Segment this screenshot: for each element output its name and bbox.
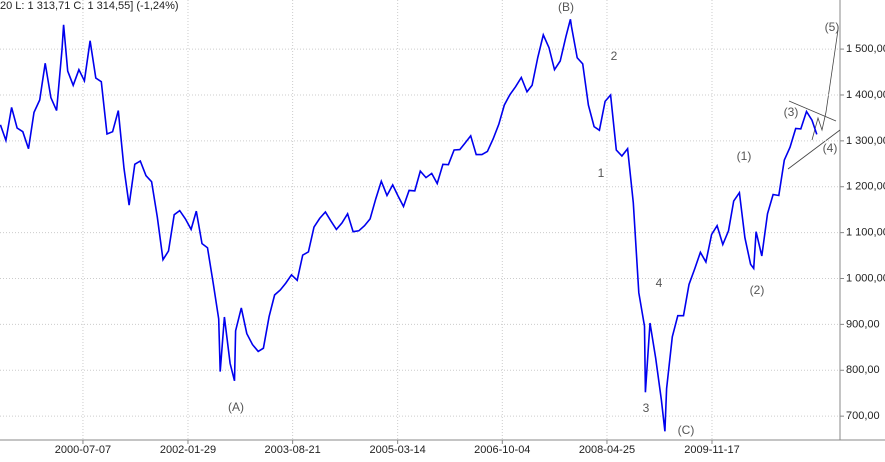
y-tick-label: 1 200,00 <box>846 181 885 193</box>
wave-label: 2 <box>611 49 618 63</box>
wave-projection <box>787 29 841 170</box>
x-tick-label: 2005-03-14 <box>370 444 426 456</box>
y-tick-label: 1 100,00 <box>846 227 885 239</box>
header: 20 L: 1 313,71 C: 1 314,55] (-1,24%) <box>0 0 179 12</box>
y-tick-label: 900,00 <box>846 318 880 330</box>
x-tick-label: 2009-11-17 <box>684 444 739 456</box>
y-tick-label: 800,00 <box>846 364 880 376</box>
wave-label: (C) <box>678 423 695 437</box>
y-tick-label: 1 400,00 <box>846 89 885 101</box>
wave-label: (3) <box>784 105 799 119</box>
x-tick-label: 2003-08-21 <box>264 444 320 456</box>
x-tick-label: 2000-07-07 <box>55 444 111 456</box>
x-tick-label: 2006-10-04 <box>474 444 530 456</box>
wave-label: (1) <box>737 149 752 163</box>
price-line <box>0 19 818 432</box>
wave-label: (B) <box>558 0 574 14</box>
wave-label: (5) <box>825 20 840 34</box>
wave-label: 4 <box>656 276 663 290</box>
y-tick-label: 1 300,00 <box>846 135 885 147</box>
wave-label: (2) <box>750 283 765 297</box>
wave-label: (A) <box>228 400 244 414</box>
x-tick-label: 2008-04-25 <box>579 444 635 456</box>
x-tick-label: 2002-01-29 <box>160 444 216 456</box>
y-tick-label: 1 000,00 <box>846 272 885 284</box>
wave-label: 1 <box>598 166 605 180</box>
y-tick-label: 1 500,00 <box>846 43 885 55</box>
wave-label: (4) <box>823 141 838 155</box>
y-tick-label: 700,00 <box>846 410 880 422</box>
wave-label: 3 <box>643 401 650 415</box>
